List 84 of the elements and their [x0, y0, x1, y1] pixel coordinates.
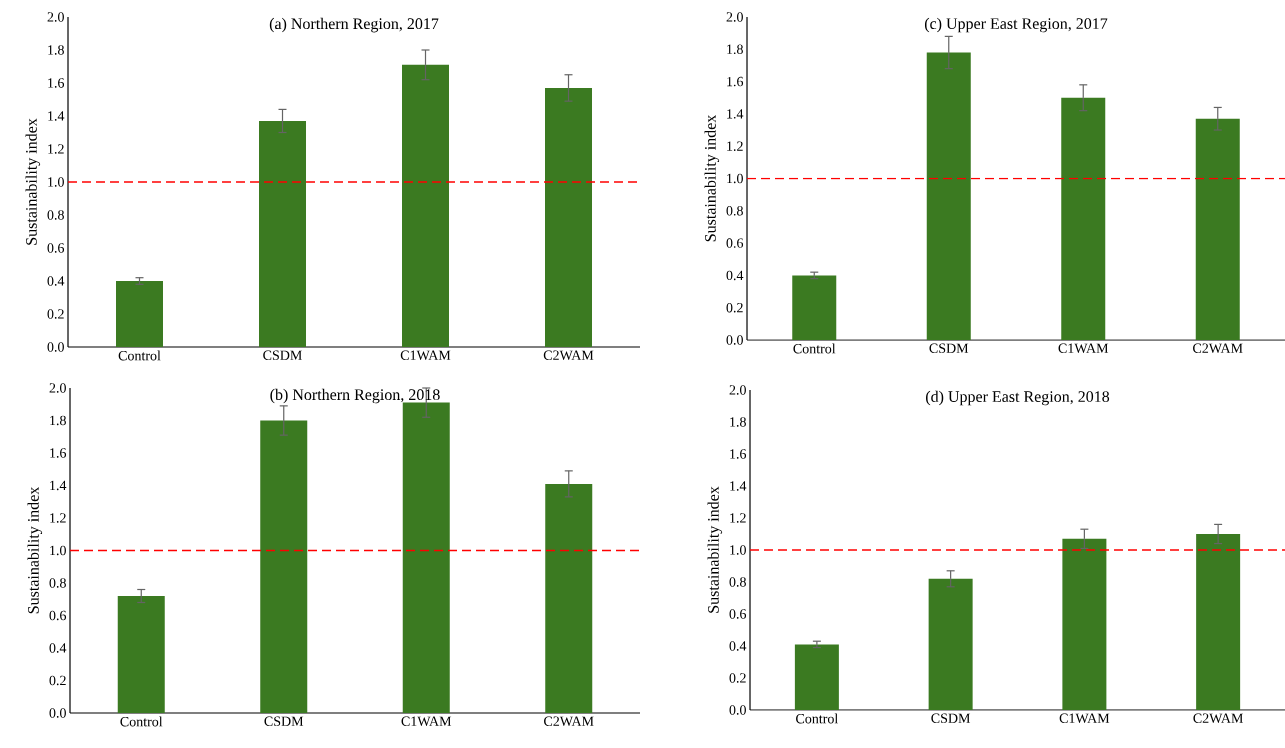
bar: [402, 402, 450, 713]
chart-title: (a) Northern Region, 2017: [269, 17, 439, 33]
bar: [260, 420, 308, 713]
y-tick-label: 0.6: [726, 238, 744, 248]
y-tick-label: 2.0: [726, 12, 743, 22]
bar: [545, 483, 593, 713]
y-axis-title: Sustainability index: [707, 486, 723, 613]
y-tick-label: 0.4: [47, 276, 65, 286]
x-tick-label: C1WAM: [1058, 343, 1109, 354]
bar: [402, 64, 449, 347]
bar: [1195, 118, 1240, 340]
y-tick-label: 1.2: [730, 513, 746, 523]
x-tick-label: CSDM: [929, 343, 969, 353]
y-tick-label: 1.4: [727, 109, 744, 119]
y-tick-label: 0.0: [47, 342, 64, 352]
y-tick-label: 0.8: [726, 206, 743, 216]
y-tick-label: 2.0: [729, 385, 746, 395]
y-tick-label: 0.6: [729, 609, 747, 619]
y-tick-label: 0.4: [729, 641, 747, 651]
y-tick-label: 0.4: [726, 270, 744, 281]
chart-title: (c) Upper East Region, 2017: [924, 17, 1108, 33]
x-tick-label: Control: [796, 713, 838, 724]
y-tick-label: 1.2: [727, 141, 743, 151]
bar: [792, 275, 837, 340]
y-tick-label: 0.0: [729, 705, 746, 715]
y-tick-label: 0.0: [726, 335, 743, 345]
y-tick-label: 1.8: [727, 44, 743, 55]
bar: [1062, 538, 1107, 710]
y-tick-label: 2.0: [49, 383, 66, 393]
y-tick-label: 1.2: [50, 513, 66, 523]
y-tick-label: 0.6: [47, 243, 65, 253]
y-tick-label: 1.8: [48, 45, 64, 55]
x-tick-label: C2WAM: [544, 716, 594, 727]
chart-title: (b) Northern Region, 2018: [270, 388, 440, 404]
y-tick-label: 1.0: [48, 177, 64, 187]
x-tick-label: CSDM: [264, 716, 304, 726]
bar: [545, 87, 592, 347]
y-tick-label: 0.2: [726, 302, 743, 313]
y-tick-label: 1.8: [730, 417, 746, 427]
x-tick-label: C1WAM: [400, 350, 451, 361]
y-tick-label: 1.4: [48, 111, 65, 121]
y-tick-label: 0.2: [49, 675, 66, 686]
y-tick-label: 1.8: [50, 415, 66, 426]
y-tick-label: 0.8: [729, 577, 746, 587]
y-tick-label: 1.6: [730, 449, 747, 459]
y-tick-label: 0.6: [49, 610, 67, 621]
y-tick-label: 0.2: [47, 309, 64, 319]
bar: [794, 644, 839, 710]
x-tick-label: CSDM: [263, 350, 302, 360]
y-axis-title: Sustainability index: [25, 118, 41, 245]
y-tick-label: 2.0: [47, 12, 64, 22]
y-tick-label: 1.6: [727, 76, 744, 87]
chart-title: (d) Upper East Region, 2018: [926, 390, 1110, 406]
y-tick-label: 0.2: [729, 673, 746, 683]
bar: [259, 120, 306, 347]
bar: [1061, 97, 1106, 340]
x-tick-label: C1WAM: [1059, 713, 1110, 724]
bar: [117, 596, 165, 713]
x-tick-label: Control: [118, 350, 161, 361]
y-tick-label: 0.8: [49, 578, 66, 588]
y-tick-label: 0.0: [49, 708, 66, 718]
bar: [116, 281, 163, 347]
y-tick-label: 1.4: [50, 480, 67, 491]
y-tick-label: 0.8: [47, 210, 64, 220]
y-axis-title: Sustainability index: [27, 486, 43, 614]
x-tick-label: C2WAM: [1193, 713, 1244, 724]
y-tick-label: 1.0: [727, 173, 743, 184]
y-tick-label: 1.2: [48, 144, 64, 154]
y-tick-label: 1.6: [50, 448, 67, 458]
y-tick-label: 1.0: [730, 545, 746, 555]
bar: [1196, 534, 1241, 710]
y-tick-label: 0.4: [49, 643, 67, 653]
y-tick-label: 1.0: [50, 545, 66, 556]
bar: [926, 52, 971, 340]
x-tick-label: CSDM: [931, 713, 971, 723]
x-tick-label: Control: [793, 343, 836, 354]
x-tick-label: Control: [120, 716, 163, 727]
y-axis-title: Sustainability index: [704, 114, 720, 242]
x-tick-label: C2WAM: [543, 350, 594, 361]
bar: [928, 578, 973, 710]
y-tick-label: 1.4: [730, 481, 747, 491]
x-tick-label: C2WAM: [1193, 343, 1243, 354]
y-tick-label: 1.6: [48, 78, 65, 88]
x-tick-label: C1WAM: [401, 716, 452, 727]
